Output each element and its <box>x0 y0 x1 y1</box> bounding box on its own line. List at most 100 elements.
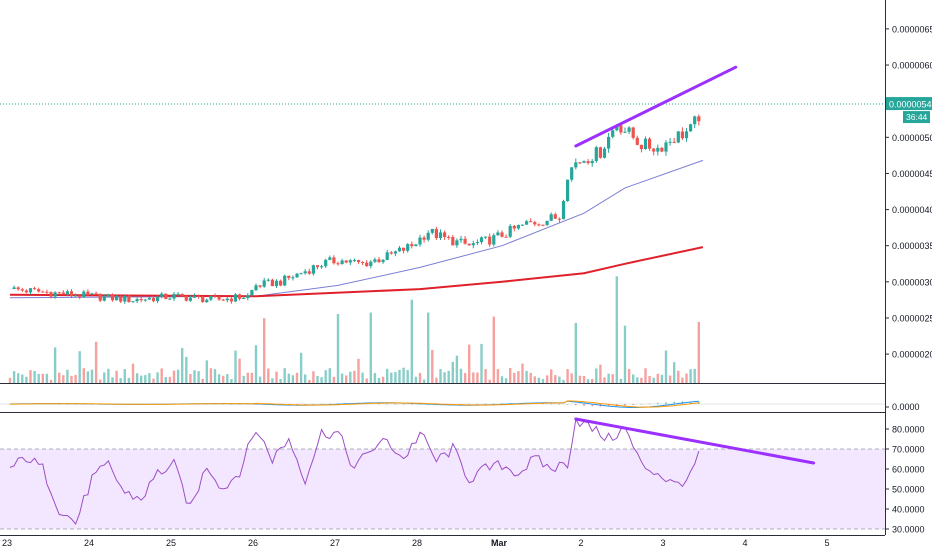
candle-body <box>332 257 336 264</box>
volume-bar <box>181 348 184 383</box>
volume-bar <box>90 369 94 383</box>
volume-bar <box>226 374 229 383</box>
candle-body <box>24 290 28 293</box>
volume-bar <box>324 370 327 383</box>
candle-body <box>184 295 188 301</box>
macd-histogram-bar <box>468 404 470 405</box>
candle-body <box>602 148 607 158</box>
volume-bar <box>250 372 254 383</box>
candle-body <box>434 229 438 239</box>
candle-body <box>656 147 660 152</box>
macd-panel[interactable] <box>0 400 885 408</box>
price-panel[interactable] <box>0 65 885 383</box>
volume-bar <box>254 345 258 383</box>
price-axis-tick-label: 0.00000450 <box>892 169 932 179</box>
candle-body <box>590 161 594 164</box>
candle-body <box>516 225 520 229</box>
candle-body <box>512 225 516 229</box>
volume-bar <box>681 377 684 383</box>
candle-body <box>201 296 205 303</box>
macd-histogram-bar <box>411 404 413 405</box>
price-axis-tick-label: 0.00000650 <box>892 24 932 34</box>
volume-bar <box>488 379 491 383</box>
volume-bar <box>168 376 172 383</box>
candle-body <box>16 287 20 290</box>
candle-body <box>33 288 37 290</box>
candle-body <box>352 260 356 262</box>
rsi-axis-tick-label: 40.0000 <box>892 505 925 515</box>
candle-body <box>676 131 680 143</box>
volume-bar <box>279 379 282 383</box>
volume-bar <box>41 373 44 383</box>
volume-bar <box>295 372 299 383</box>
macd-histogram-bar <box>337 403 339 404</box>
volume-bar <box>656 373 659 383</box>
rsi-panel[interactable] <box>0 417 885 530</box>
candle-body <box>115 296 119 301</box>
candle-body <box>242 298 246 300</box>
volume-bar <box>29 370 32 383</box>
price-axis-tick-label: 0.00000500 <box>892 133 932 143</box>
candle-body <box>119 296 123 302</box>
volume-bar <box>304 374 307 383</box>
macd-histogram-bar <box>583 404 585 406</box>
candle-body <box>627 127 631 132</box>
volume-bar <box>418 372 422 383</box>
volume-bar <box>148 373 151 383</box>
price-axis-tick-label: 0.00000350 <box>892 241 932 251</box>
candle-body <box>65 291 69 295</box>
volume-bar <box>201 378 204 383</box>
volume-bar <box>509 368 512 383</box>
candle-body <box>475 242 479 244</box>
volume-bar <box>62 375 65 383</box>
price-axis-tick-label: 0.00000250 <box>892 313 932 323</box>
candle-body <box>615 125 619 131</box>
volume-bar <box>513 372 516 383</box>
candle-body <box>131 301 135 303</box>
candle-body <box>287 275 291 278</box>
candle-body <box>488 236 492 245</box>
candle-body <box>406 244 410 251</box>
volume-bar <box>636 377 639 383</box>
volume-bar <box>172 370 176 383</box>
volume-bar <box>697 321 700 383</box>
current-price-label: 0.00000546 <box>889 100 932 110</box>
candle-body <box>672 141 676 143</box>
candle-body <box>598 147 602 158</box>
volume-bar <box>394 372 397 383</box>
volume-bar <box>242 375 245 383</box>
candle-body <box>57 292 61 294</box>
time-axis-label: 2 <box>578 538 583 548</box>
volume-bar <box>611 374 614 383</box>
volume-bar <box>668 375 672 383</box>
candle-body <box>233 294 238 302</box>
candle-body <box>356 260 361 263</box>
rsi-axis-tick-label: 30.0000 <box>892 525 925 535</box>
candle-body <box>266 279 270 281</box>
candle-body <box>631 127 635 138</box>
macd-histogram-bar <box>312 403 314 405</box>
volume-bar <box>131 363 135 383</box>
volume-bar <box>283 368 286 383</box>
volume-bar <box>287 373 290 383</box>
candle-body <box>69 291 74 296</box>
volume-bar <box>652 377 655 383</box>
macd-histogram-bar <box>378 403 380 405</box>
candle-body <box>635 137 639 145</box>
candle-body <box>221 299 225 301</box>
volume-bar <box>103 372 106 383</box>
volume-bar <box>209 368 213 383</box>
candle-body <box>496 232 500 236</box>
volume-bar <box>603 377 606 383</box>
volume-bar <box>377 377 381 383</box>
candle-body <box>369 261 373 267</box>
candle-body <box>689 124 693 132</box>
candle-body <box>566 179 570 202</box>
candle-body <box>168 298 172 300</box>
volume-bar <box>484 369 487 383</box>
volume-bar <box>644 368 647 383</box>
candle-body <box>541 224 545 226</box>
volume-bar <box>316 376 319 383</box>
time-axis-label: 24 <box>84 538 94 548</box>
candle-body <box>484 236 488 238</box>
